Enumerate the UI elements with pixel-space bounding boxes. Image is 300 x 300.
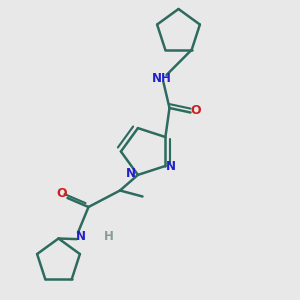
Text: O: O (190, 104, 201, 118)
Text: N: N (166, 160, 176, 173)
Text: N: N (126, 167, 136, 181)
Text: NH: NH (152, 71, 172, 85)
Text: O: O (57, 187, 68, 200)
Text: N: N (75, 230, 85, 244)
Text: H: H (104, 230, 114, 243)
